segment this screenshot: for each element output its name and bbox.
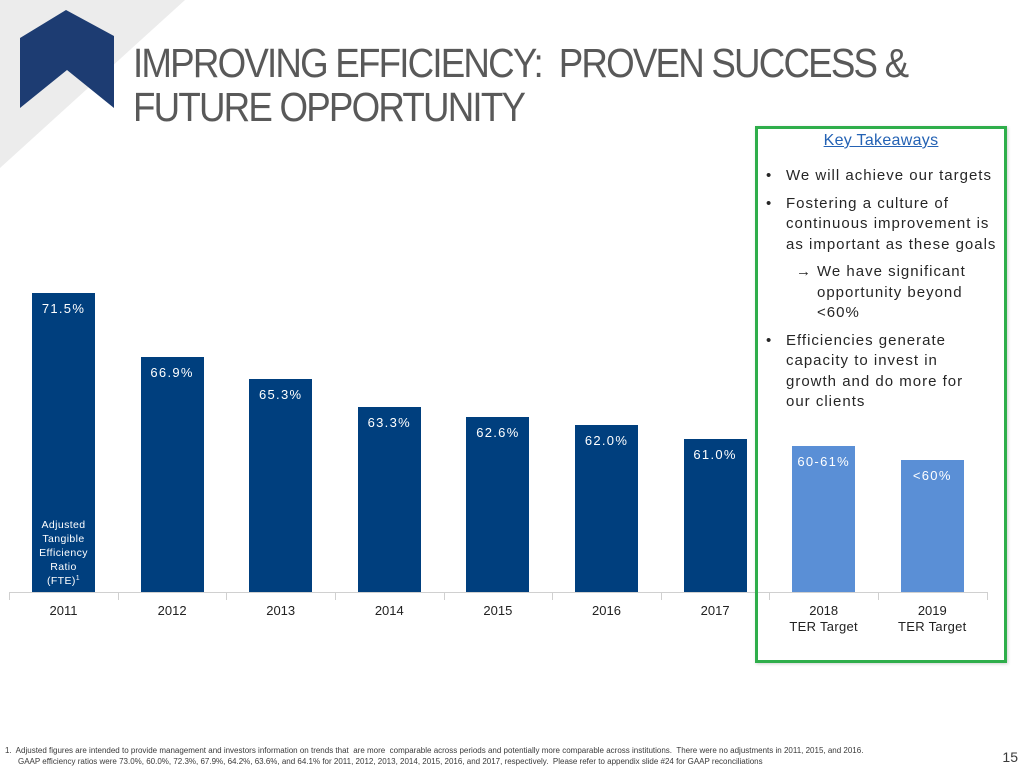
axis-tick (986, 592, 988, 600)
takeaway-subitem: → We have significant opportunity beyond… (758, 262, 1004, 324)
value-label-2016: 62.0% (584, 433, 629, 449)
value-label-2017: 61.0% (693, 447, 737, 462)
takeaway-item: • We will achieve our targets (758, 166, 1004, 187)
title-line-2: FUTURE OPPORTUNITY (133, 84, 526, 130)
value-label-2012: 66.9% (150, 365, 194, 380)
axis-tick (335, 592, 336, 600)
x-axis-line (9, 592, 987, 593)
slide-title: IMPROVING EFFICIENCY: PROVEN SUCCESS & F… (133, 40, 909, 130)
x-tick-label-2015: 2015 (483, 603, 513, 618)
takeaway-text: Fostering a culture of (786, 194, 949, 212)
y-axis-label-line: (FTE)1 (32, 574, 95, 588)
axis-tick (878, 592, 879, 600)
takeaway-item: • Fostering a culture of continuous impr… (758, 194, 1004, 256)
axis-tick (660, 592, 662, 600)
x-tick-label-2018: 2018 (809, 603, 839, 618)
arrow-right-icon: → (796, 263, 811, 280)
takeaway-text: our clients (786, 393, 866, 410)
footnote-line: GAAP efficiency ratios were 73.0%, 60.0%… (18, 757, 763, 766)
value-label-2013: 65.3% (259, 387, 303, 403)
bar-2019 (900, 459, 964, 592)
takeaways-list: • We will achieve our targets • Fosterin… (758, 166, 1004, 413)
x-tick-label-2016: 2016 (592, 603, 621, 618)
axis-tick (226, 592, 228, 600)
y-axis-label-fte: (FTE) (46, 575, 76, 587)
title-line-1: IMPROVING EFFICIENCY: PROVEN SUCCESS & (133, 40, 909, 86)
takeaway-text: continuous improvement is (786, 215, 990, 232)
value-label-2014: 63.3% (367, 415, 411, 430)
axis-tick (552, 592, 554, 600)
y-axis-label: Adjusted Tangible Efficiency Ratio (FTE)… (32, 518, 95, 588)
axis-tick (9, 592, 11, 600)
takeaway-text: opportunity beyond (817, 283, 963, 301)
y-axis-label-line: Ratio (50, 561, 77, 573)
axis-tick (117, 592, 119, 600)
bullet-icon: • (766, 194, 772, 212)
x-tick-label-2019: 2019 (917, 603, 947, 618)
bar-2013 (249, 379, 313, 592)
x-tick-label-2011: 2011 (49, 603, 78, 618)
bar-2015 (466, 416, 530, 592)
x-tick-sublabel-2019: TER Target (898, 619, 967, 634)
logo-chevron-mark (20, 10, 114, 108)
footnote-marker: 1 (75, 575, 81, 582)
value-label-2015: 62.6% (476, 424, 520, 440)
bar-2018 (792, 446, 856, 592)
x-tick-label-2013: 2013 (266, 603, 296, 618)
axis-tick (443, 592, 445, 600)
company-logo (0, 0, 185, 168)
bar-2017 (683, 439, 747, 592)
footnote-line: 1. Adjusted figures are intended to prov… (5, 746, 864, 755)
y-axis-label-line: Efficiency (39, 547, 88, 559)
y-axis-label-line: Tangible (42, 533, 85, 545)
value-label-2011: 71.5% (41, 301, 86, 316)
y-axis-label-line: Adjusted (41, 519, 86, 531)
efficiency-ratio-bar-chart: 71.5% 2011 66.9% 2012 65.3% 2013 63.3% 2014 62.6… (9, 293, 988, 634)
page-number: 15 (1002, 749, 1018, 765)
bar-2014 (357, 407, 421, 592)
x-tick-label-2017: 2017 (700, 603, 730, 618)
value-label-2019: <60% (912, 467, 952, 483)
value-label-2018: 60-61% (797, 454, 850, 469)
takeaway-text: Efficiencies generate (786, 331, 946, 349)
bullet-icon: • (766, 331, 772, 349)
x-tick-label-2012: 2012 (157, 603, 187, 618)
takeaway-text: We have significant (817, 263, 966, 280)
key-takeaways-panel: Key Takeaways • We will achieve our targ… (758, 131, 1004, 420)
bar-2011 (32, 293, 95, 592)
x-tick-sublabel-2018: TER Target (789, 619, 858, 634)
takeaway-text: <60% (817, 304, 860, 321)
takeaway-item: • Efficiencies generate capacity to inve… (758, 331, 1004, 413)
axis-tick (769, 592, 771, 600)
bar-2012 (140, 357, 204, 592)
takeaway-text: capacity to invest in (786, 352, 938, 369)
key-takeaways-heading: Key Takeaways (823, 132, 939, 149)
x-tick-label-2014: 2014 (374, 603, 404, 618)
footnote: 1. Adjusted figures are intended to prov… (5, 745, 995, 767)
takeaway-text: as important as these goals (786, 235, 997, 253)
bullet-icon: • (766, 167, 772, 184)
takeaway-text: We will achieve our targets (786, 167, 992, 184)
takeaway-text: growth and do more for (786, 372, 964, 390)
bar-2016 (575, 425, 638, 592)
key-takeaways-box (755, 126, 1007, 663)
